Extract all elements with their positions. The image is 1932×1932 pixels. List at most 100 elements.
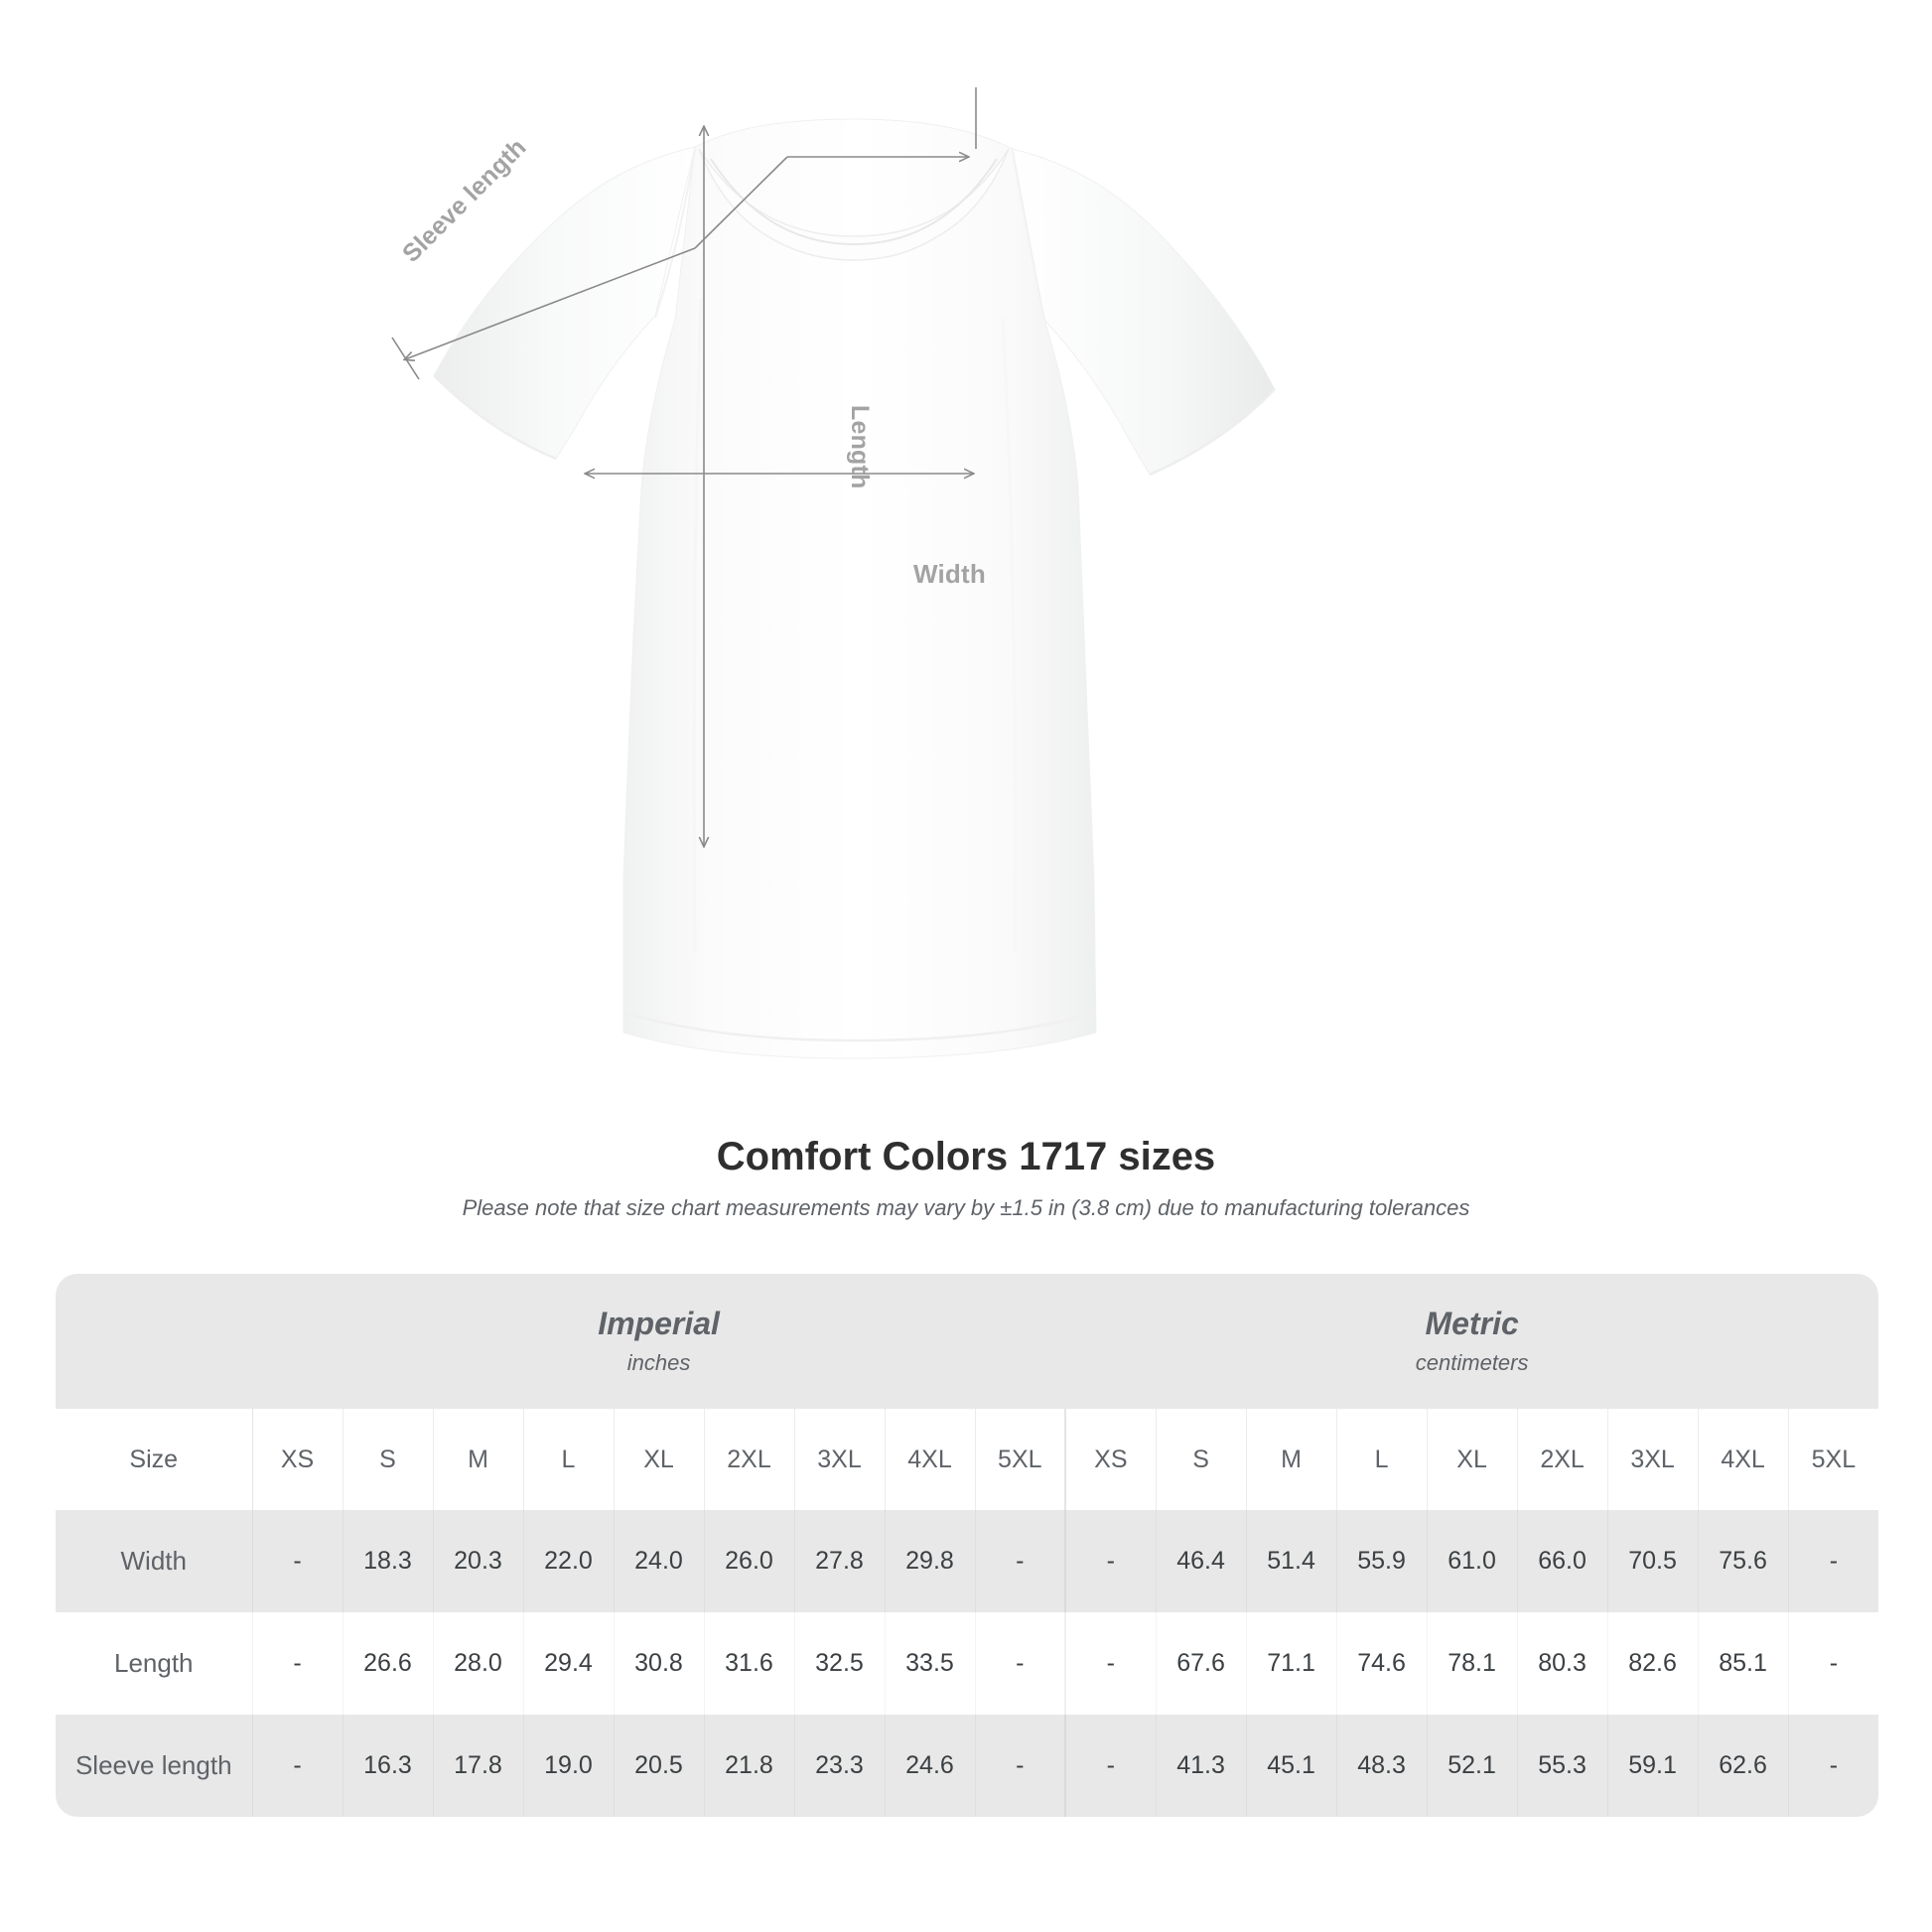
cell-sleeve-metric-2xl: 55.3 — [1517, 1715, 1608, 1817]
size-col-imperial-m: M — [433, 1409, 524, 1510]
cell-width-imperial-4xl: 29.8 — [885, 1510, 976, 1612]
size-col-metric-3xl: 3XL — [1607, 1409, 1699, 1510]
size-col-metric-4xl: 4XL — [1698, 1409, 1789, 1510]
unit-header-metric: Metric centimeters — [1065, 1274, 1879, 1409]
cell-length-metric-m: 71.1 — [1246, 1612, 1337, 1715]
unit-sub-metric: centimeters — [1415, 1349, 1529, 1375]
row-label-sleeve-length: Sleeve length — [56, 1715, 253, 1817]
cell-width-imperial-5xl: - — [975, 1510, 1066, 1612]
cell-sleeve-metric-m: 45.1 — [1246, 1715, 1337, 1817]
length-label: Length — [846, 405, 874, 489]
cell-width-imperial-xs: - — [252, 1510, 344, 1612]
size-col-imperial-2xl: 2XL — [704, 1409, 795, 1510]
cell-width-imperial-3xl: 27.8 — [794, 1510, 886, 1612]
title-block: Comfort Colors 1717 sizes Please note th… — [0, 1132, 1932, 1221]
tshirt-diagram: Sleeve length Length Width — [391, 87, 1276, 1059]
cell-length-imperial-2xl: 31.6 — [704, 1612, 795, 1715]
row-label-width: Width — [56, 1510, 253, 1612]
unit-header-spacer — [56, 1274, 252, 1409]
cell-length-imperial-l: 29.4 — [523, 1612, 615, 1715]
size-header-label: Size — [56, 1409, 253, 1510]
cell-length-metric-2xl: 80.3 — [1517, 1612, 1608, 1715]
cell-sleeve-metric-4xl: 62.6 — [1698, 1715, 1789, 1817]
cell-sleeve-metric-xl: 52.1 — [1427, 1715, 1518, 1817]
cell-sleeve-metric-s: 41.3 — [1156, 1715, 1247, 1817]
cell-sleeve-metric-3xl: 59.1 — [1607, 1715, 1699, 1817]
cell-width-imperial-m: 20.3 — [433, 1510, 524, 1612]
size-col-metric-l: L — [1336, 1409, 1428, 1510]
size-col-imperial-xs: XS — [252, 1409, 344, 1510]
cell-sleeve-imperial-m: 17.8 — [433, 1715, 524, 1817]
cell-width-metric-5xl: - — [1788, 1510, 1879, 1612]
cell-length-imperial-xs: - — [252, 1612, 344, 1715]
sleeve-shoulder-segment — [694, 156, 788, 249]
cell-length-imperial-5xl: - — [975, 1612, 1066, 1715]
cell-sleeve-metric-xs: - — [1064, 1715, 1157, 1817]
size-col-metric-m: M — [1246, 1409, 1337, 1510]
table-row: Sleeve length - 16.3 17.8 19.0 20.5 21.8… — [56, 1715, 1879, 1817]
cell-length-metric-4xl: 85.1 — [1698, 1612, 1789, 1715]
size-col-metric-xs: XS — [1064, 1409, 1157, 1510]
cell-length-imperial-4xl: 33.5 — [885, 1612, 976, 1715]
cell-sleeve-imperial-5xl: - — [975, 1715, 1066, 1817]
cell-length-metric-xs: - — [1064, 1612, 1157, 1715]
cell-sleeve-imperial-xs: - — [252, 1715, 344, 1817]
size-col-imperial-4xl: 4XL — [885, 1409, 976, 1510]
measurement-lines — [391, 87, 977, 846]
cell-width-imperial-l: 22.0 — [523, 1510, 615, 1612]
cell-width-metric-4xl: 75.6 — [1698, 1510, 1789, 1612]
cell-sleeve-imperial-xl: 20.5 — [614, 1715, 705, 1817]
size-col-metric-5xl: 5XL — [1788, 1409, 1879, 1510]
cell-length-metric-l: 74.6 — [1336, 1612, 1428, 1715]
cell-length-imperial-s: 26.6 — [343, 1612, 434, 1715]
size-col-metric-xl: XL — [1427, 1409, 1518, 1510]
cell-width-metric-l: 55.9 — [1336, 1510, 1428, 1612]
cell-length-metric-5xl: - — [1788, 1612, 1879, 1715]
cell-sleeve-metric-5xl: - — [1788, 1715, 1879, 1817]
cell-sleeve-imperial-l: 19.0 — [523, 1715, 615, 1817]
cell-width-imperial-2xl: 26.0 — [704, 1510, 795, 1612]
table-row: Width - 18.3 20.3 22.0 24.0 26.0 27.8 29… — [56, 1510, 1879, 1612]
cell-width-metric-m: 51.4 — [1246, 1510, 1337, 1612]
cell-width-metric-s: 46.4 — [1156, 1510, 1247, 1612]
size-col-metric-s: S — [1156, 1409, 1247, 1510]
size-col-imperial-xl: XL — [614, 1409, 705, 1510]
cell-sleeve-imperial-3xl: 23.3 — [794, 1715, 886, 1817]
size-header-row: Size XS S M L XL 2XL 3XL 4XL 5XL XS S M … — [56, 1409, 1879, 1510]
unit-title-imperial: Imperial — [598, 1306, 720, 1342]
cell-length-imperial-3xl: 32.5 — [794, 1612, 886, 1715]
cell-width-metric-xs: - — [1064, 1510, 1157, 1612]
sleeve-diagonal-arrow — [405, 247, 696, 359]
tshirt-shape — [433, 118, 1276, 1059]
size-chart-table-wrapper: Imperial inches Metric centimeters Size … — [56, 1274, 1879, 1817]
cell-length-metric-xl: 78.1 — [1427, 1612, 1518, 1715]
cell-width-metric-2xl: 66.0 — [1517, 1510, 1608, 1612]
cell-length-imperial-xl: 30.8 — [614, 1612, 705, 1715]
size-col-imperial-s: S — [343, 1409, 434, 1510]
unit-header-imperial: Imperial inches — [252, 1274, 1066, 1409]
size-chart-table: Imperial inches Metric centimeters Size … — [56, 1274, 1879, 1817]
size-col-imperial-l: L — [523, 1409, 615, 1510]
cell-sleeve-imperial-2xl: 21.8 — [704, 1715, 795, 1817]
page-title: Comfort Colors 1717 sizes — [716, 1135, 1216, 1178]
sleeve-end-tick — [391, 337, 420, 380]
cell-length-imperial-m: 28.0 — [433, 1612, 524, 1715]
width-label: Width — [913, 559, 986, 589]
page-subtitle: Please note that size chart measurements… — [462, 1195, 1470, 1220]
unit-header-row: Imperial inches Metric centimeters — [56, 1274, 1879, 1409]
tshirt-illustration — [391, 87, 1276, 1059]
cell-width-imperial-s: 18.3 — [343, 1510, 434, 1612]
cell-width-metric-xl: 61.0 — [1427, 1510, 1518, 1612]
table-row: Length - 26.6 28.0 29.4 30.8 31.6 32.5 3… — [56, 1612, 1879, 1715]
cell-width-imperial-xl: 24.0 — [614, 1510, 705, 1612]
cell-sleeve-metric-l: 48.3 — [1336, 1715, 1428, 1817]
cell-length-metric-3xl: 82.6 — [1607, 1612, 1699, 1715]
cell-sleeve-imperial-4xl: 24.6 — [885, 1715, 976, 1817]
cell-length-metric-s: 67.6 — [1156, 1612, 1247, 1715]
row-label-length: Length — [56, 1612, 253, 1715]
size-col-imperial-3xl: 3XL — [794, 1409, 886, 1510]
cell-sleeve-imperial-s: 16.3 — [343, 1715, 434, 1817]
size-col-imperial-5xl: 5XL — [975, 1409, 1066, 1510]
size-col-metric-2xl: 2XL — [1517, 1409, 1608, 1510]
